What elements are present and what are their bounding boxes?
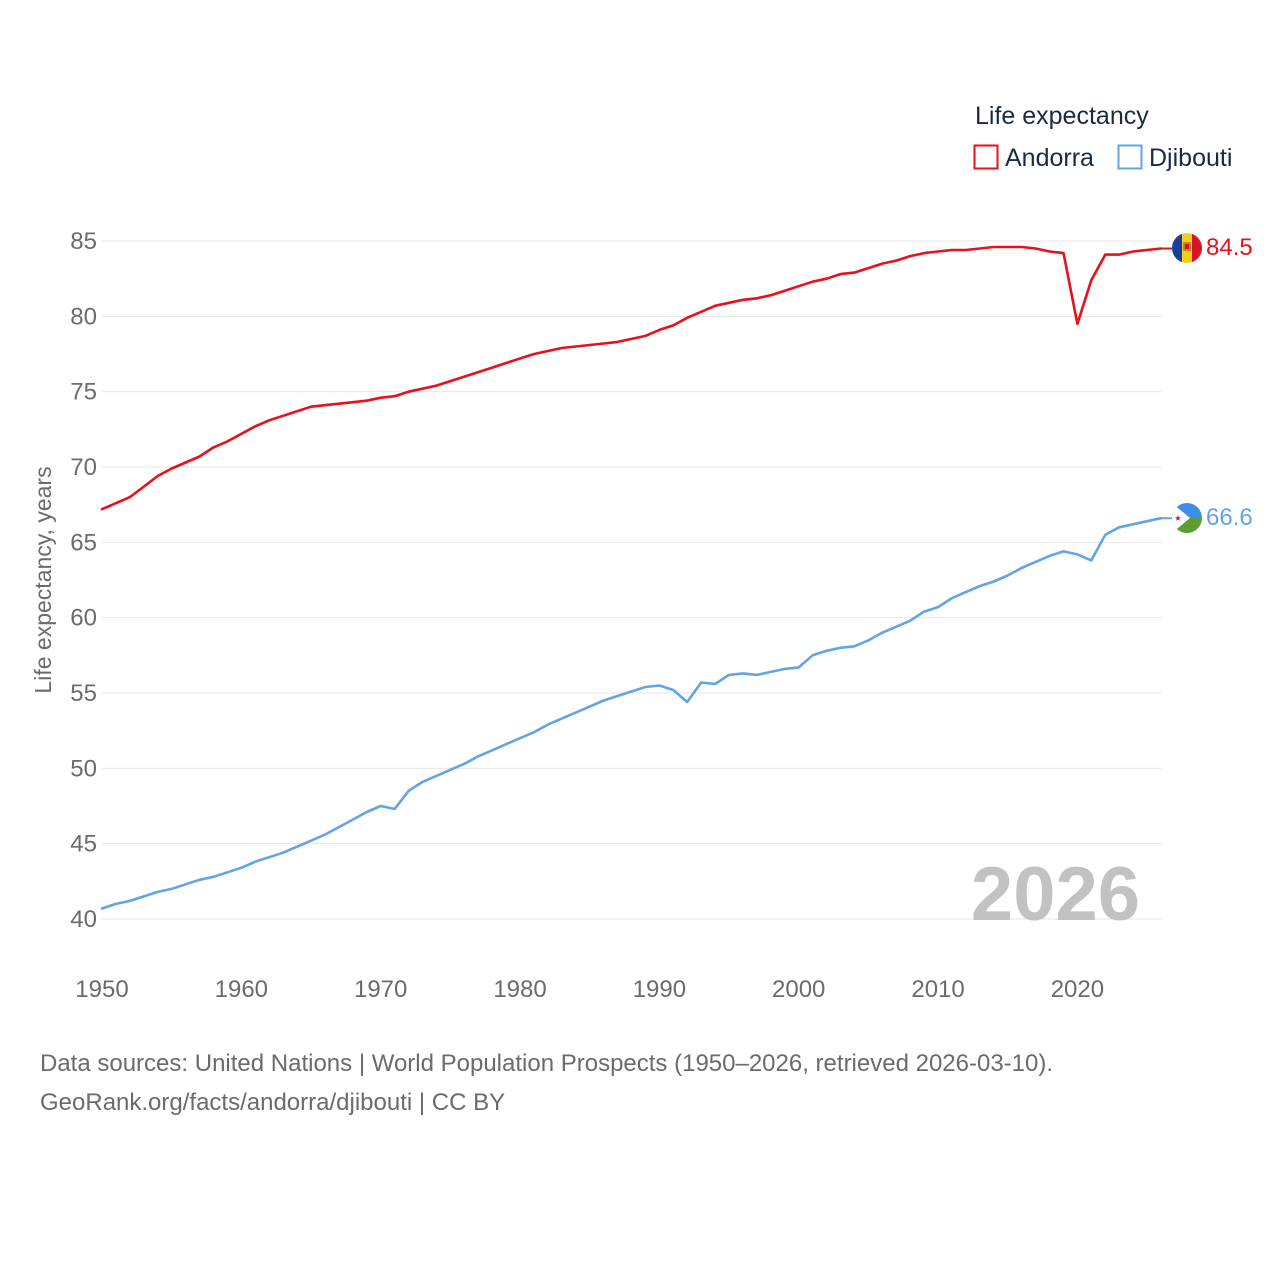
andorra-flag-icon [1172,233,1202,263]
y-tick-label-75: 75 [70,379,97,406]
y-tick-label-50: 50 [70,755,97,782]
x-tick-label-1990: 1990 [633,976,686,1003]
series-lines [100,245,1172,910]
y-tick-label-80: 80 [70,303,97,330]
legend-label-andorra: Andorra [1005,144,1094,172]
x-tick-label-1950: 1950 [75,976,128,1003]
x-tick-label-2010: 2010 [911,976,964,1003]
series-line-djibouti [100,516,1163,910]
x-tick-label-2000: 2000 [772,976,825,1003]
legend-item-djibouti[interactable]: Djibouti [1117,144,1233,172]
data-sources-text: Data sources: United Nations | World Pop… [40,1050,1054,1077]
y-tick-label-70: 70 [70,454,97,481]
series-line-andorra [100,245,1163,511]
djibouti-flag-icon [1172,503,1202,533]
year-watermark: 2026 [971,852,1140,937]
legend-swatch-djibouti [1117,144,1143,170]
legend-item-andorra[interactable]: Andorra [973,144,1095,172]
y-axis-ticks: 40 45 50 55 60 65 70 75 80 85 [70,228,97,933]
x-tick-label-2020: 2020 [1051,976,1104,1003]
y-tick-label-65: 65 [70,529,97,556]
credit-link[interactable]: GeoRank.org/facts/andorra/djibouti | CC … [40,1089,506,1116]
x-tick-label-1960: 1960 [215,976,268,1003]
legend-label-djibouti: Djibouti [1149,144,1232,172]
legend-title: Life expectancy [975,102,1149,130]
end-value-djibouti: 66.6 [1206,504,1253,531]
chart-footer: Data sources: United Nations | World Pop… [40,1044,1053,1122]
y-tick-label-85: 85 [70,228,97,255]
x-tick-label-1980: 1980 [493,976,546,1003]
y-tick-label-45: 45 [70,831,97,858]
y-tick-label-60: 60 [70,605,97,632]
gridlines [102,240,1161,920]
x-axis-ticks: 1950 1960 1970 1980 1990 2000 2010 2020 [75,976,1104,1003]
y-axis-label: Life expectancy, years [30,466,56,693]
legend-swatch-andorra [973,144,999,170]
x-tick-label-1970: 1970 [354,976,407,1003]
end-value-andorra: 84.5 [1206,234,1253,261]
y-tick-label-55: 55 [70,680,97,707]
y-tick-label-40: 40 [70,906,97,933]
